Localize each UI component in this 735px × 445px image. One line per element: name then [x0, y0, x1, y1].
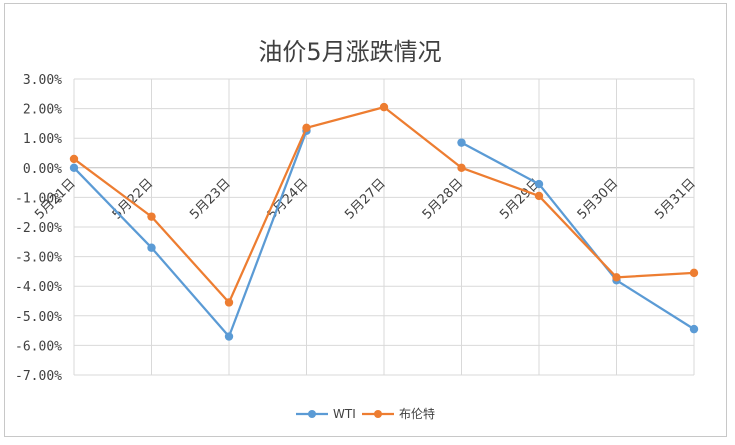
- data-point: [534, 191, 544, 201]
- y-tick-label: -3.00%: [15, 251, 62, 266]
- legend: WTI 布伦特: [296, 406, 435, 421]
- y-tick-label: -1.00%: [15, 191, 62, 206]
- legend-label: 布伦特: [399, 406, 435, 421]
- data-point: [224, 332, 234, 341]
- data-point: [302, 123, 311, 133]
- x-tick-label: 5月24日: [265, 176, 312, 223]
- data-point: [534, 179, 544, 189]
- data-point: [689, 268, 699, 278]
- y-axis-ticks: 3.00% 2.00% 1.00% 0.00% -1.00% -2.00% -3.00% -4…: [15, 73, 62, 384]
- legend-marker: [374, 410, 382, 418]
- data-point: [224, 298, 234, 307]
- data-point: [457, 163, 466, 172]
- y-tick-label: 0.00%: [23, 162, 62, 177]
- series-wti: [69, 126, 699, 341]
- data-point: [379, 102, 389, 112]
- chart-title: 油价5月涨跌情况: [258, 38, 441, 66]
- series-line: [460, 141, 695, 331]
- x-tick-label: 5月28日: [420, 176, 467, 223]
- grid-lines: [73, 78, 695, 376]
- series-line: [73, 130, 308, 338]
- y-tick-label: 3.00%: [23, 73, 62, 88]
- y-tick-label: -5.00%: [15, 310, 62, 325]
- legend-marker: [308, 410, 316, 418]
- x-tick-label: 5月31日: [652, 176, 699, 223]
- x-tick-label: 5月23日: [187, 176, 234, 223]
- legend-label: WTI: [333, 407, 356, 421]
- data-point: [69, 163, 79, 172]
- x-tick-label: 5月30日: [575, 176, 622, 223]
- y-tick-label: 2.00%: [23, 103, 62, 118]
- data-point: [147, 243, 156, 252]
- x-tick-label: 5月27日: [342, 176, 389, 223]
- data-point: [457, 138, 466, 147]
- x-axis-labels: 5月21日 5月22日 5月23日 5月24日 5月27日 5月28日 5月29日 5月30日…: [32, 176, 699, 223]
- y-tick-label: 1.00%: [23, 132, 62, 147]
- data-point: [689, 324, 699, 334]
- y-tick-label: -4.00%: [15, 280, 62, 295]
- series-group: [69, 102, 699, 341]
- y-tick-label: -2.00%: [15, 221, 62, 236]
- y-tick-label: -7.00%: [15, 369, 62, 384]
- data-point: [612, 273, 621, 282]
- y-tick-label: -6.00%: [15, 339, 62, 354]
- data-point: [69, 154, 79, 164]
- series-brent: [69, 102, 699, 307]
- data-point: [147, 212, 156, 221]
